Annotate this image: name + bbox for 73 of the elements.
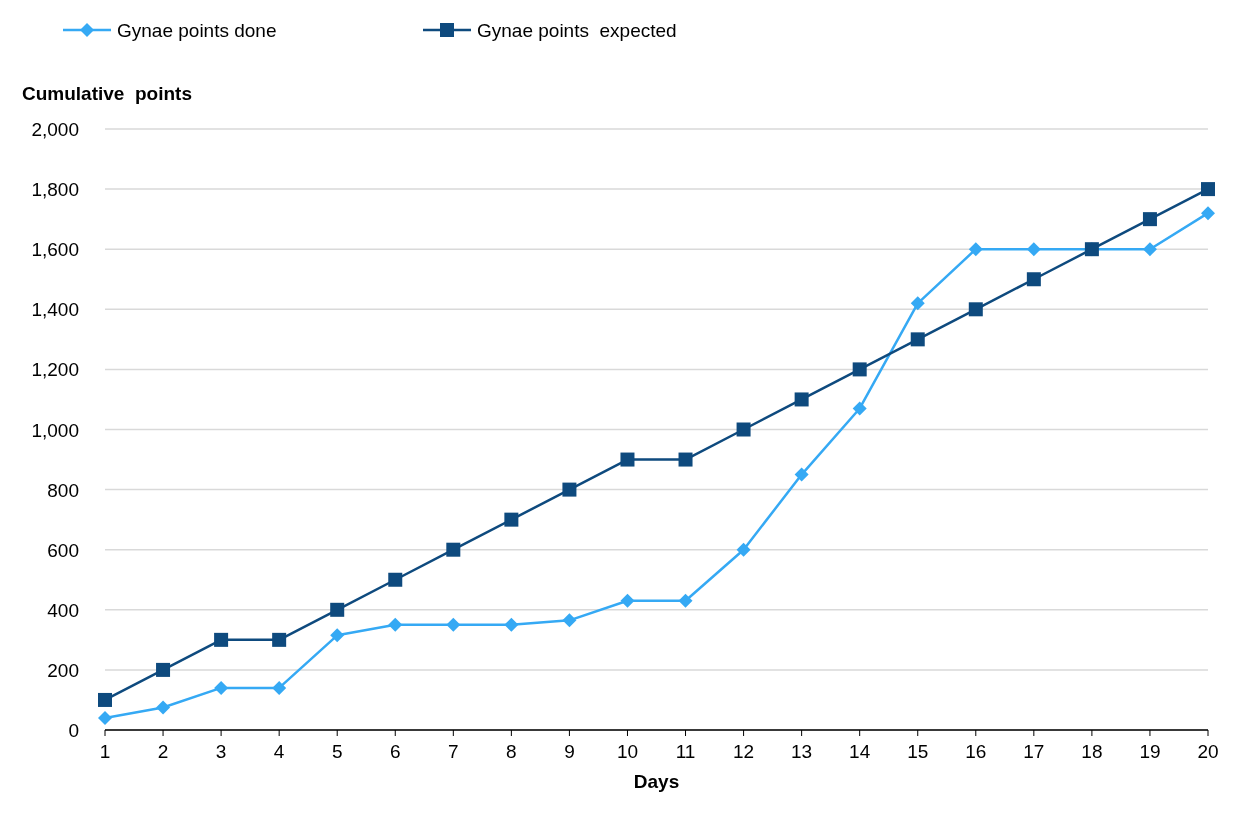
point: [562, 613, 577, 628]
x-tick-label: 20: [1197, 741, 1219, 762]
y-tick-label: 800: [47, 479, 79, 501]
point: [852, 362, 867, 377]
point: [446, 617, 461, 632]
point: [910, 296, 925, 311]
point: [1026, 242, 1041, 257]
point: [736, 542, 751, 557]
point: [968, 302, 983, 317]
point: [678, 452, 693, 467]
x-tick-label: 3: [215, 741, 227, 762]
point: [388, 617, 403, 632]
point: [1201, 206, 1215, 221]
point: [562, 482, 577, 497]
y-tick-label: 400: [47, 599, 79, 621]
point: [272, 632, 287, 647]
y-tick-label: 600: [47, 539, 79, 561]
x-tick-label: 1: [99, 741, 111, 762]
x-tick-label: 6: [389, 741, 401, 762]
point: [330, 628, 345, 643]
point: [1142, 242, 1157, 257]
point: [852, 401, 867, 416]
point: [214, 632, 229, 647]
y-tick-label: 0: [68, 720, 79, 741]
point: [1026, 272, 1041, 287]
point: [736, 422, 751, 437]
y-tick-label: 1,800: [31, 179, 79, 201]
point: [214, 680, 229, 695]
x-tick-label: 5: [331, 741, 343, 762]
point: [98, 692, 112, 707]
x-tick-label: 17: [1023, 741, 1045, 762]
x-tick-label: 19: [1139, 741, 1161, 762]
x-tick-label: 4: [273, 741, 285, 762]
point: [446, 542, 461, 557]
point: [620, 593, 635, 608]
y-tick-label: 1,400: [31, 299, 79, 321]
y-tick-label: 1,200: [31, 359, 79, 381]
point: [794, 392, 809, 407]
x-tick-label: 14: [849, 741, 871, 762]
x-tick-label: 18: [1081, 741, 1103, 762]
x-tick-label: 7: [448, 741, 459, 762]
y-tick-label: 2,000: [31, 119, 79, 140]
x-tick-label: 12: [733, 741, 755, 762]
x-axis-title: Days: [633, 771, 680, 792]
legend-label: Gynae points done: [117, 20, 277, 41]
x-tick-label: 10: [616, 741, 639, 762]
y-tick-label: 1,600: [31, 239, 79, 261]
point: [504, 617, 519, 632]
x-tick-label: 9: [564, 741, 575, 762]
point: [98, 710, 112, 725]
x-tick-label: 11: [675, 741, 696, 762]
point: [272, 680, 287, 695]
x-tick-label: 8: [506, 741, 517, 762]
point: [156, 700, 171, 715]
y-axis-title: Cumulative points: [22, 83, 192, 104]
point: [1201, 182, 1215, 197]
point: [620, 452, 635, 467]
y-tick-label: 1,000: [31, 419, 79, 441]
point: [388, 572, 403, 587]
point: [678, 593, 693, 608]
x-tick-label: 15: [907, 741, 929, 762]
point: [504, 512, 519, 527]
point: [1142, 212, 1157, 227]
y-tick-label: 200: [47, 659, 79, 681]
point: [330, 602, 345, 617]
point: [910, 332, 925, 347]
point: [156, 662, 171, 677]
point: [794, 467, 809, 482]
x-tick-label: 2: [157, 741, 169, 762]
point: [968, 242, 983, 257]
x-tick-label: 16: [965, 741, 987, 762]
legend-label: Gynae points expected: [477, 20, 677, 41]
x-tick-label: 13: [791, 741, 813, 762]
